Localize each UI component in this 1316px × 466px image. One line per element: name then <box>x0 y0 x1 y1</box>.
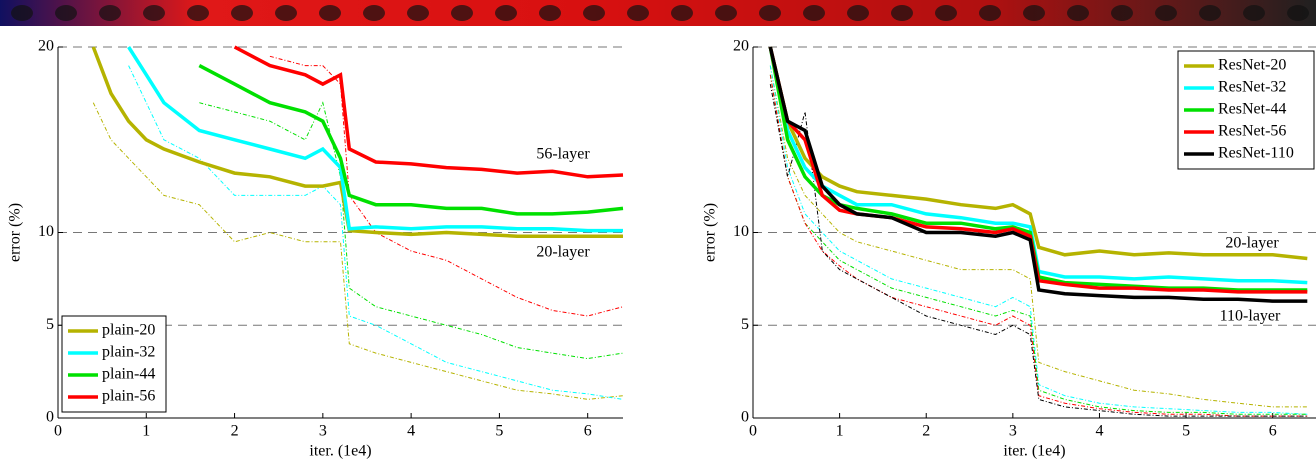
x-tick-label: 2 <box>231 423 239 440</box>
train-line <box>92 102 624 400</box>
legend-label: ResNet-32 <box>1218 79 1286 96</box>
x-tick-label: 6 <box>584 423 592 440</box>
x-tick-label: 3 <box>319 423 327 440</box>
legend-label: ResNet-110 <box>1218 145 1294 162</box>
x-tick-label: 2 <box>922 423 930 440</box>
y-tick-label: 10 <box>733 223 749 240</box>
x-tick-label: 1 <box>836 423 844 440</box>
y-tick-label: 20 <box>38 38 54 55</box>
train-line <box>769 74 1308 417</box>
test-line <box>768 46 1308 294</box>
annotation: 20-layer <box>1225 235 1279 252</box>
x-tick-label: 6 <box>1269 423 1277 440</box>
legend-label: plain-56 <box>102 388 155 405</box>
test-line <box>127 46 623 233</box>
x-tick-label: 1 <box>142 423 150 440</box>
legend-label: plain-20 <box>102 322 155 339</box>
annotation: 110-layer <box>1220 308 1281 325</box>
x-tick-label: 4 <box>1095 423 1103 440</box>
train-line <box>128 65 624 400</box>
x-axis-label: iter. (1e4) <box>309 443 371 460</box>
train-line <box>769 74 1308 415</box>
legend-label: ResNet-44 <box>1218 101 1286 118</box>
y-tick-label: 5 <box>741 316 749 333</box>
legend-label: plain-44 <box>102 366 155 383</box>
x-tick-label: 0 <box>749 423 757 440</box>
test-line <box>198 64 624 216</box>
y-tick-label: 20 <box>733 38 749 55</box>
test-line <box>768 46 1308 303</box>
test-line <box>768 46 1308 261</box>
x-tick-label: 5 <box>1182 423 1190 440</box>
chart: 0 5 10 20 0 1 2 3 4 5 6 iter. (1e4) error (%) 20-laye… <box>702 38 1316 460</box>
y-tick-label: 5 <box>46 316 54 333</box>
legend-label: ResNet-20 <box>1218 57 1286 74</box>
x-tick-label: 4 <box>407 423 415 440</box>
test-line <box>91 46 623 238</box>
legend-label: ResNet-56 <box>1218 123 1286 140</box>
y-tick-label: 10 <box>38 223 54 240</box>
y-axis-label: error (%) <box>702 203 719 262</box>
y-tick-label: 0 <box>46 409 54 426</box>
train-line <box>769 84 1308 417</box>
test-line <box>233 45 624 179</box>
x-tick-label: 0 <box>54 423 62 440</box>
y-tick-label: 0 <box>741 409 749 426</box>
annotation: 20-layer <box>536 244 590 261</box>
banner-pattern <box>0 0 1316 26</box>
annotation: 56-layer <box>536 146 590 163</box>
x-tick-label: 3 <box>1009 423 1017 440</box>
x-tick-label: 5 <box>495 423 503 440</box>
train-line <box>269 55 624 317</box>
y-axis-label: error (%) <box>7 203 24 262</box>
x-axis-label: iter. (1e4) <box>1003 443 1065 460</box>
legend-label: plain-32 <box>102 344 155 361</box>
train-line <box>769 65 1308 415</box>
test-line <box>768 46 1308 285</box>
chart: 0 5 10 20 0 1 2 3 4 5 6 iter. (1e4) error (%) 56-laye… <box>7 38 624 460</box>
